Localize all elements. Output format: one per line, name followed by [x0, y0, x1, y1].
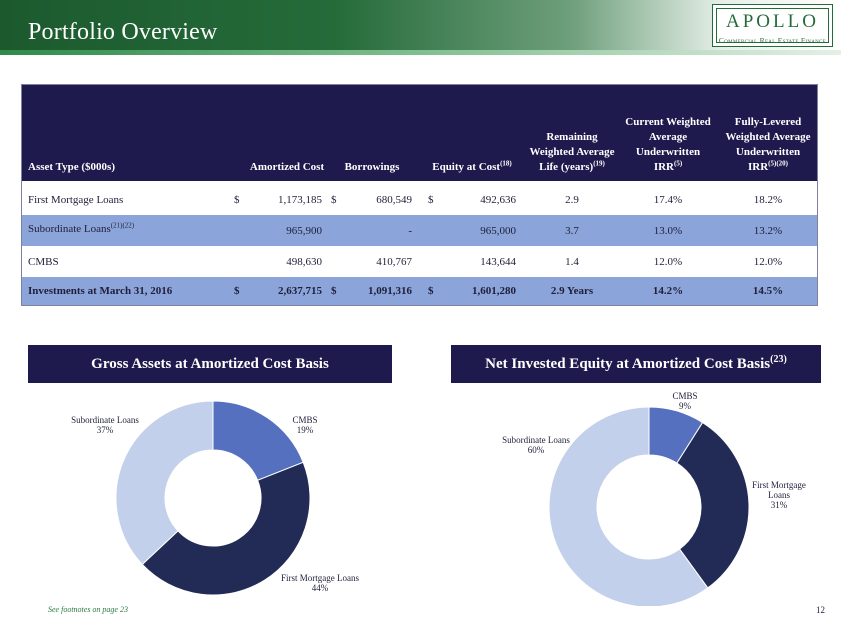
header-remaining-life: Remaining Weighted Average Life (years)(…	[529, 131, 615, 173]
borrowings-cell: 680,549	[376, 194, 412, 206]
header-current-irr: Current Weighted Average Underwritten IR…	[625, 116, 711, 173]
header-amortized-cost: Amortized Cost	[249, 161, 325, 173]
donut-slice-subordinate-loans	[548, 406, 709, 606]
donut-slice-cmbs	[212, 400, 304, 481]
logo-tagline: Commercial Real Estate Finance	[718, 36, 827, 45]
gross-assets-title: Gross Assets at Amortized Cost Basis	[28, 345, 392, 383]
donut-slice-subordinate-loans	[115, 400, 214, 566]
table-row: CMBS 498,630 410,767 143,644 1.4 12.0% 1…	[22, 246, 817, 277]
slice-label: Subordinate Loans 37%	[71, 415, 139, 435]
gross-assets-donut-chart: CMBS 19% First Mortgage Loans 44% Subordinat…	[71, 400, 359, 596]
header-fully-levered-irr: Fully-Levered Weighted Average Underwrit…	[725, 116, 811, 173]
life-cell: 1.4	[565, 256, 579, 268]
current-irr-cell: 13.0%	[653, 225, 683, 237]
equity-cell: 143,644	[480, 256, 516, 268]
fully-levered-irr-cell: 12.0%	[753, 256, 783, 268]
asset-cell: First Mortgage Loans	[28, 194, 124, 206]
life-cell: 2.9 Years	[550, 285, 594, 297]
slice-label: CMBS 19%	[292, 415, 317, 435]
borrowings-cell: -	[408, 225, 412, 237]
slice-label: CMBS 9%	[672, 391, 697, 411]
donut-slice-first-mortgage-loans	[141, 461, 311, 596]
equity-currency: $	[428, 285, 434, 297]
fully-levered-irr-cell: 13.2%	[753, 225, 783, 237]
portfolio-table: Asset Type ($000s) Amortized Cost Borrow…	[21, 84, 818, 306]
cost-cell: 1,173,185	[278, 194, 322, 206]
header-equity-at-cost: Equity at Cost(18)	[432, 159, 512, 173]
current-irr-cell: 17.4%	[653, 194, 683, 206]
equity-currency: $	[428, 194, 434, 206]
logo-wordmark: APOLLO	[726, 11, 819, 32]
header-accent-line	[0, 50, 841, 55]
current-irr-cell: 12.0%	[653, 256, 683, 268]
logo-frame: APOLLO Commercial Real Estate Finance	[716, 8, 829, 45]
borrowings-currency: $	[331, 285, 337, 297]
header-banner	[0, 0, 841, 54]
net-equity-donut-chart: CMBS 9% First Mortgage Loans 31% Subordinate …	[502, 391, 806, 606]
life-cell: 2.9	[565, 194, 579, 206]
slice-label: First Mortgage Loans 44%	[281, 573, 359, 593]
footnote-reference: See footnotes on page 23	[48, 605, 128, 614]
slice-label: Subordinate Loans 60%	[502, 435, 570, 455]
donut-slice-first-mortgage-loans	[676, 421, 750, 589]
cost-cell: 965,900	[286, 225, 322, 237]
page-title: Portfolio Overview	[28, 19, 218, 45]
equity-cell: 965,000	[480, 225, 516, 237]
life-cell: 3.7	[565, 225, 579, 237]
cost-cell: 498,630	[286, 256, 322, 268]
header-asset-type: Asset Type ($000s)	[28, 161, 115, 173]
apollo-logo: APOLLO Commercial Real Estate Finance	[712, 4, 833, 47]
table-total-row: Investments at March 31, 2016 $ 2,637,71…	[22, 277, 817, 305]
cost-cell: 2,637,715	[278, 285, 322, 297]
equity-cell: 492,636	[480, 194, 516, 206]
borrowings-cell: 410,767	[376, 256, 412, 268]
fully-levered-irr-cell: 14.5%	[752, 285, 784, 297]
current-irr-cell: 14.2%	[652, 285, 684, 297]
asset-cell: Investments at March 31, 2016	[28, 285, 173, 297]
cost-currency: $	[234, 194, 240, 206]
table-row: First Mortgage Loans $ 1,173,185 $ 680,5…	[22, 184, 817, 215]
borrowings-currency: $	[331, 194, 337, 206]
cost-currency: $	[234, 285, 240, 297]
asset-cell: CMBS	[28, 256, 59, 268]
slice-label: First Mortgage Loans 31%	[752, 480, 806, 510]
table-header: Asset Type ($000s) Amortized Cost Borrow…	[22, 85, 817, 181]
asset-cell: Subordinate Loans(21)(22)	[28, 221, 135, 235]
fully-levered-irr-cell: 18.2%	[753, 194, 783, 206]
borrowings-cell: 1,091,316	[368, 285, 412, 297]
header-borrowings: Borrowings	[344, 161, 400, 173]
page-number: 12	[816, 605, 825, 615]
table-row: Subordinate Loans(21)(22) 965,900 - 965,…	[22, 215, 817, 246]
net-equity-title: Net Invested Equity at Amortized Cost Ba…	[451, 345, 821, 383]
equity-cell: 1,601,280	[472, 285, 516, 297]
